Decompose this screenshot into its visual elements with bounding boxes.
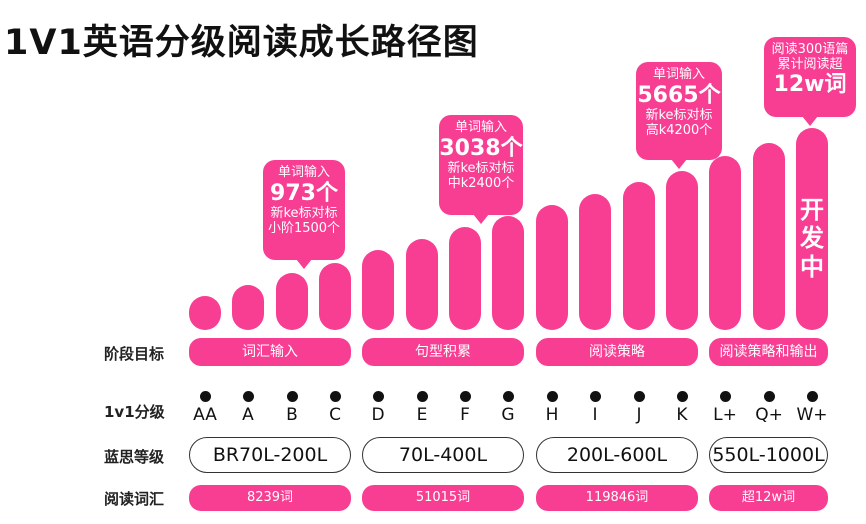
level-label: I [592, 405, 598, 425]
callout-line3: 新ke标对标 [645, 108, 713, 124]
growth-bar [492, 216, 524, 330]
level-dot [763, 391, 775, 402]
level-label: B [286, 405, 298, 425]
row-label-lexile: 蓝思等级 [104, 448, 165, 466]
callout-line4: 高k4200个 [645, 122, 713, 138]
growth-bar [449, 227, 481, 330]
level-dot [242, 391, 254, 402]
row-label-level: 1v1分级 [104, 403, 165, 421]
vocab-pill: 119846词 [536, 485, 698, 511]
level-dot [199, 391, 211, 402]
growth-bar [362, 250, 394, 330]
lexile-pill: BR70L-200L [189, 437, 351, 473]
row-label-vocab: 阅读词汇 [104, 490, 165, 508]
level-dot [459, 391, 471, 402]
in-development-label: 开 发 中 [800, 196, 824, 281]
growth-bar [666, 171, 698, 330]
lexile-pill: 70L-400L [362, 437, 524, 473]
page-title: 1V1英语分级阅读成长路径图 [4, 23, 479, 63]
callout-vocab-973: 单词输入 973个 新ke标对标 小阶1500个 [263, 160, 345, 269]
level-dot [416, 391, 428, 402]
level-label: J [636, 405, 642, 425]
growth-bar [579, 194, 611, 330]
level-dot [589, 391, 601, 402]
callout-line1: 阅读300语篇 [771, 42, 849, 57]
level-label: H [545, 405, 559, 425]
growth-bar [276, 273, 308, 330]
stage-pill: 阅读策略和输出 [709, 338, 828, 366]
row-label-stage: 阶段目标 [104, 345, 165, 363]
level-label: Q+ [755, 405, 783, 425]
stage-pill: 句型积累 [362, 338, 524, 366]
level-dot [806, 391, 818, 402]
growth-bar [232, 285, 264, 330]
callout-line1: 单词输入 [454, 120, 507, 135]
callout-big: 12w词 [773, 72, 847, 98]
callout-big: 973个 [270, 180, 338, 206]
level-label: K [676, 405, 688, 425]
callout-vocab-3038: 单词输入 3038个 新ke标对标 中k2400个 [439, 115, 523, 224]
level-dot [286, 391, 298, 402]
growth-bar [536, 205, 568, 330]
callout-300-passages: 阅读300语篇 累计阅读超 12w词 [764, 37, 856, 126]
level-label: L+ [713, 405, 737, 425]
growth-bar [319, 263, 351, 330]
callout-line3: 新ke标对标 [447, 161, 515, 177]
callout-big: 5665个 [637, 82, 721, 108]
level-label: G [501, 405, 515, 425]
callout-line4: 中k2400个 [447, 175, 515, 191]
level-dot [502, 391, 514, 402]
vocab-pill: 8239词 [189, 485, 351, 511]
level-dot [719, 391, 731, 402]
level-label: C [329, 405, 341, 425]
growth-bar [623, 182, 655, 330]
callout-line1: 单词输入 [277, 165, 330, 180]
growth-bar [796, 128, 828, 330]
callout-line1: 单词输入 [652, 67, 705, 82]
vocab-pill: 超12w词 [709, 485, 828, 511]
growth-bar [753, 143, 785, 330]
stage-pill: 词汇输入 [189, 338, 351, 366]
callout-line2: 累计阅读超 [777, 56, 843, 72]
callout-big: 3038个 [439, 135, 523, 161]
callout-vocab-5665: 单词输入 5665个 新ke标对标 高k4200个 [636, 62, 722, 169]
level-dot [372, 391, 384, 402]
level-dot [633, 391, 645, 402]
lexile-pill: 200L-600L [536, 437, 698, 473]
lexile-pill: 550L-1000L [709, 437, 828, 473]
callout-line3: 新ke标对标 [270, 206, 338, 222]
level-label: E [416, 405, 428, 425]
level-label: D [371, 405, 385, 425]
growth-bar [406, 239, 438, 330]
growth-bar [709, 156, 741, 330]
stage-pill: 阅读策略 [536, 338, 698, 366]
level-dot [546, 391, 558, 402]
level-label: AA [193, 405, 217, 425]
growth-bar [189, 296, 221, 330]
callout-line4: 小阶1500个 [267, 220, 341, 236]
vocab-pill: 51015词 [362, 485, 524, 511]
level-label: W+ [796, 405, 828, 425]
level-dot [329, 391, 341, 402]
level-label: F [460, 405, 470, 425]
level-dot [676, 391, 688, 402]
level-label: A [242, 405, 254, 425]
